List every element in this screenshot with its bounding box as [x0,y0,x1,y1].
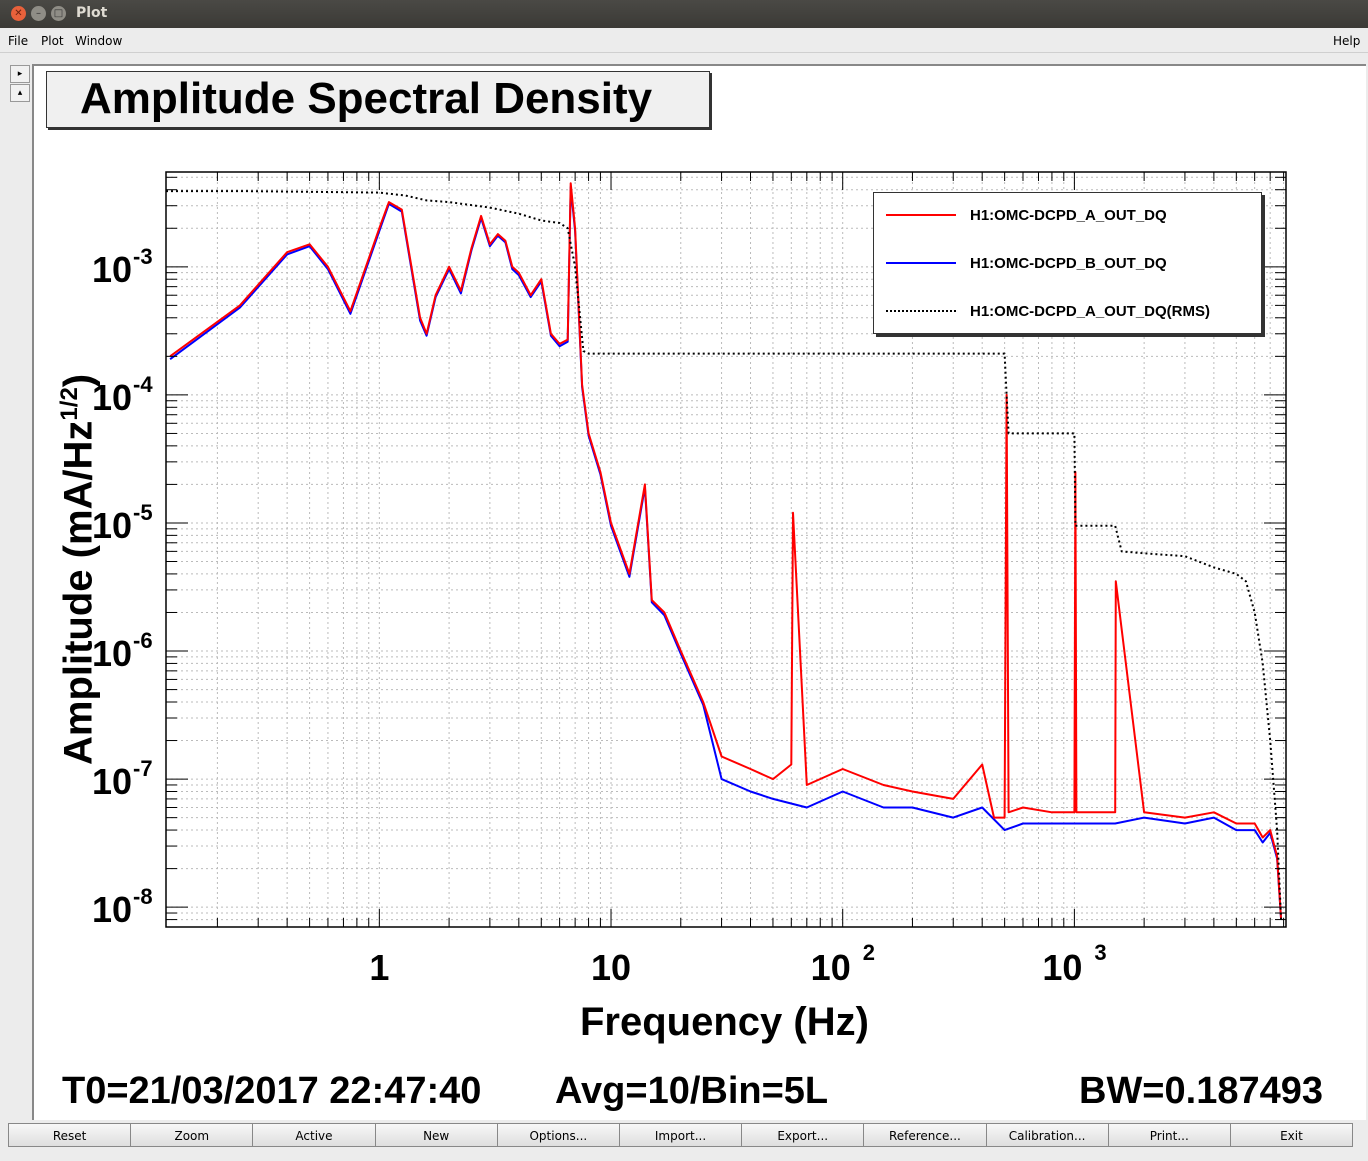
minimize-window-button[interactable]: – [31,6,46,21]
y-tick-label-exp: -4 [133,372,153,397]
legend-line-dotted [886,310,956,312]
legend-entry-rms: H1:OMC-DCPD_A_OUT_DQ(RMS) [886,301,1256,321]
x-tick-labels: 1 10 10 2 10 3 [369,940,1106,988]
y-tick-label: 10 [92,249,132,290]
axis-ticks [166,172,1286,928]
y-tick-labels: 10-310-410-510-610-710-8 [92,244,153,930]
menu-file[interactable]: File [8,34,29,48]
series-line-0 [169,182,1283,920]
plot-frame [165,171,1287,928]
y-tick-label: 10 [92,377,132,418]
legend-entry-a: H1:OMC-DCPD_A_OUT_DQ [886,205,1256,225]
export-button[interactable]: Export... [741,1123,865,1147]
maximize-window-button[interactable]: □ [51,6,66,21]
close-window-button[interactable]: ✕ [11,6,26,21]
y-axis-label: Amplitude (mA/Hz1/2) [56,373,101,765]
legend-line-red [886,214,956,216]
zoom-button[interactable]: Zoom [130,1123,254,1147]
plot-title: Amplitude Spectral Density [80,74,653,123]
button-bar: Reset Zoom Active New Options... Import.… [8,1123,1354,1149]
chart-series [166,182,1283,920]
y-tick-label-exp: -5 [133,500,153,525]
t0-info: T0=21/03/2017 22:47:40 [62,1070,482,1112]
window-titlebar: ✕ – □ Plot [0,0,1368,28]
y-tick-label-exp: -7 [133,756,153,781]
print-button[interactable]: Print... [1107,1123,1231,1147]
legend-label-rms: H1:OMC-DCPD_A_OUT_DQ(RMS) [970,303,1211,320]
import-button[interactable]: Import... [618,1123,743,1147]
series-line-2 [166,190,1283,920]
exit-button[interactable]: Exit [1229,1123,1354,1147]
collapse-arrow-icon[interactable]: ▴ [10,84,30,102]
legend-entry-b: H1:OMC-DCPD_B_OUT_DQ [886,253,1256,273]
y-tick-label: 10 [92,889,132,930]
reset-button[interactable]: Reset [8,1123,132,1147]
y-tick-label-exp: -8 [133,884,153,909]
y-tick-label: 10 [92,761,132,802]
window-title: Plot [76,5,108,21]
menu-bar: File Plot Window Help [0,28,1368,53]
avg-info: Avg=10/Bin=5L [555,1070,829,1112]
legend-label-a: H1:OMC-DCPD_A_OUT_DQ [970,207,1167,224]
chart-legend[interactable]: H1:OMC-DCPD_A_OUT_DQ H1:OMC-DCPD_B_OUT_D… [873,192,1262,334]
x-tick-label: 10 [1042,947,1082,988]
menu-window[interactable]: Window [75,34,123,48]
legend-label-b: H1:OMC-DCPD_B_OUT_DQ [970,255,1167,272]
menu-help[interactable]: Help [1333,34,1361,48]
reference-button[interactable]: Reference... [863,1123,987,1147]
active-button[interactable]: Active [252,1123,376,1147]
x-tick-label-exp: 2 [863,940,875,965]
y-tick-label-exp: -6 [133,628,153,653]
menu-plot[interactable]: Plot [41,34,64,48]
expand-arrow-icon[interactable]: ▸ [10,65,30,83]
options-button[interactable]: Options... [496,1123,620,1147]
new-button[interactable]: New [374,1123,498,1147]
x-tick-label: 1 [369,947,389,988]
y-tick-label: 10 [92,633,132,674]
legend-line-blue [886,262,956,264]
x-tick-label: 10 [591,947,631,988]
y-tick-label-exp: -3 [133,244,153,269]
x-tick-label: 10 [811,947,851,988]
bw-info: BW=0.187493 [1079,1070,1323,1112]
x-axis-label: Frequency (Hz) [580,1000,869,1044]
plot-title-box: Amplitude Spectral Density [46,71,710,128]
y-tick-label: 10 [92,505,132,546]
x-tick-label-exp: 3 [1094,940,1106,965]
calibration-button[interactable]: Calibration... [985,1123,1109,1147]
